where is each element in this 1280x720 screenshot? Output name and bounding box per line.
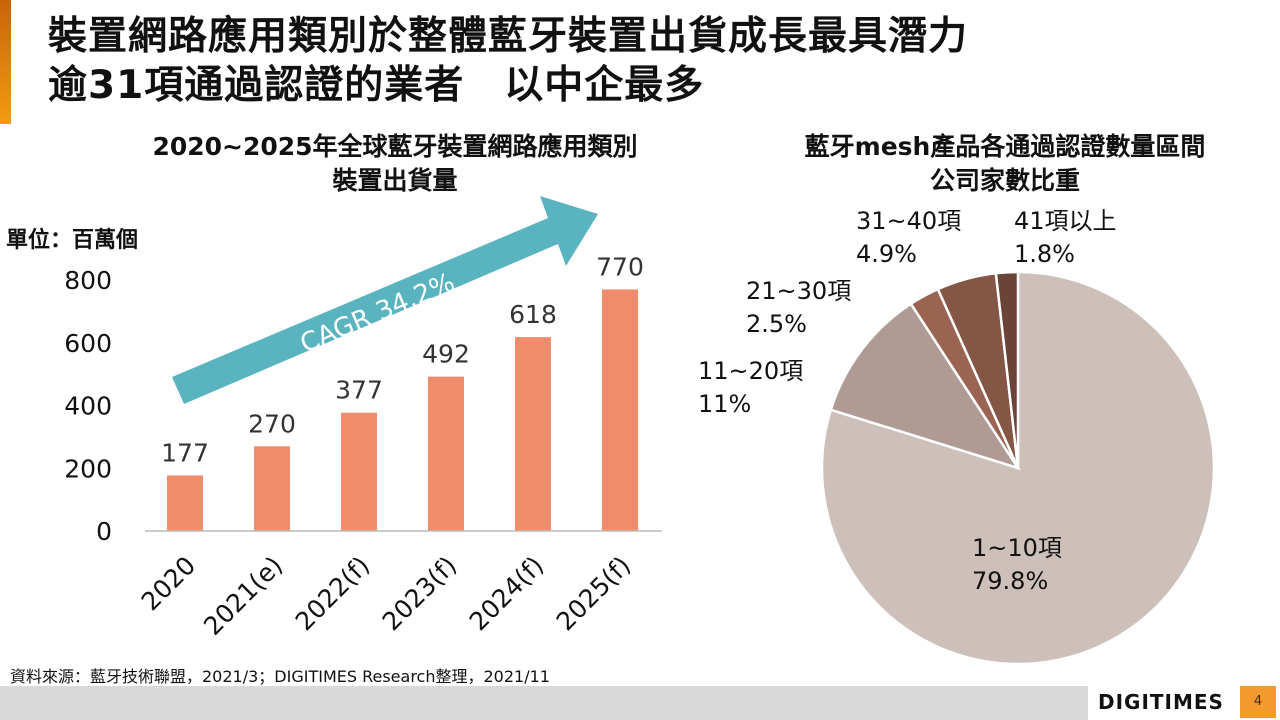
bar: [515, 337, 551, 531]
x-tick-label: 2021(e): [198, 551, 288, 641]
x-tick-label: 2020: [136, 551, 201, 616]
pie-label-category: 31~40項: [856, 207, 962, 235]
bar: [428, 376, 464, 531]
pie-data-label: 21~30項 2.5%: [746, 275, 851, 341]
y-tick-label: 200: [64, 454, 112, 483]
bar-value-label: 270: [248, 409, 296, 438]
bar: [167, 475, 203, 531]
y-tick-label: 600: [64, 329, 112, 358]
digitimes-logo: DIGITIMES: [1098, 690, 1224, 714]
pie-data-label: 41項以上 1.8%: [1014, 205, 1117, 271]
x-tick-label: 2023(f): [377, 551, 463, 637]
pie-slice: [820, 270, 1216, 666]
bar: [341, 412, 377, 531]
pie-label-percent: 79.8%: [972, 567, 1049, 595]
accent-bar: [0, 0, 11, 124]
bar: [602, 289, 638, 531]
pie-data-label: 11~20項 11%: [698, 355, 803, 421]
pie-label-category: 1~10項: [972, 534, 1062, 562]
bar-value-label: 177: [161, 438, 209, 467]
x-tick-label: 2024(f): [464, 551, 550, 637]
page-number: 4: [1240, 686, 1276, 718]
unit-label: 單位：百萬個: [6, 228, 139, 253]
pie-label-percent: 1.8%: [1014, 240, 1075, 268]
pie-label-category: 11~20項: [698, 357, 804, 385]
bar-value-label: 770: [596, 252, 644, 281]
pie-slice: [829, 302, 1021, 471]
title-line-1: 裝置網路應用類別於整體藍牙裝置出貨成長最具潛力: [48, 14, 969, 59]
bar-chart-title: 2020~2025年全球藍牙裝置網路應用類別 裝置出貨量: [80, 130, 710, 198]
pie-chart-title: 藍牙mesh產品各通過認證數量區間 公司家數比重: [730, 130, 1280, 198]
pie-label-percent: 4.9%: [856, 240, 917, 268]
cagr-arrow: [172, 196, 598, 404]
source-note: 資料來源：藍牙技術聯盟，2021/3；DIGITIMES Research整理，…: [10, 667, 550, 686]
bar: [254, 446, 290, 531]
bar-value-label: 618: [509, 300, 557, 329]
y-tick-label: 800: [64, 266, 112, 295]
y-tick-label: 0: [96, 517, 112, 546]
title-line-2: 逾31項通過認證的業者 以中企最多: [48, 63, 705, 108]
pie-label-category: 41項以上: [1014, 207, 1117, 235]
bar-value-label: 492: [422, 340, 470, 369]
pie-slice: [994, 270, 1020, 469]
pie-data-label: 31~40項 4.9%: [856, 205, 961, 271]
slide-title: 裝置網路應用類別於整體藍牙裝置出貨成長最具潛力 逾31項通過認證的業者 以中企最…: [48, 12, 968, 110]
x-tick-label: 2022(f): [290, 551, 376, 637]
y-tick-label: 400: [64, 392, 112, 421]
bar-title-line-2: 裝置出貨量: [332, 166, 458, 195]
pie-label-percent: 11%: [698, 390, 752, 418]
pie-data-label: 1~10項 79.8%: [972, 532, 1062, 598]
footer-bar: [0, 686, 1088, 720]
x-tick-label: 2025(f): [551, 551, 637, 637]
pie-label-category: 21~30項: [746, 277, 852, 305]
pie-title-line-2: 公司家數比重: [929, 166, 1080, 195]
bar-title-line-1: 2020~2025年全球藍牙裝置網路應用類別: [152, 132, 638, 161]
bar-value-label: 377: [335, 376, 383, 405]
pie-title-line-1: 藍牙mesh產品各通過認證數量區間: [804, 132, 1206, 161]
pie-label-percent: 2.5%: [746, 310, 807, 338]
